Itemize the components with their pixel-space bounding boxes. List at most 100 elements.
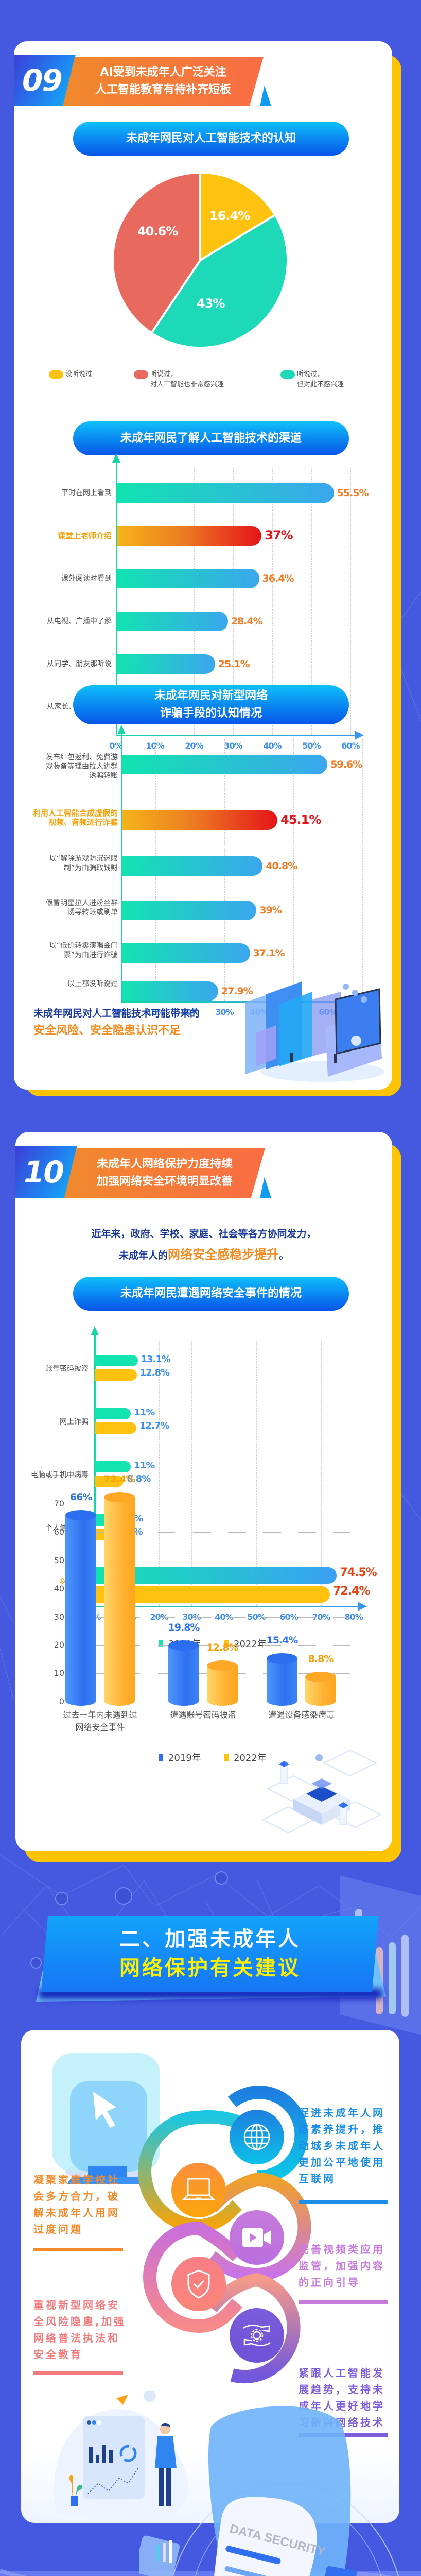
fraud-title-line2: 诈骗手段的认知情况 xyxy=(160,707,262,720)
bar xyxy=(122,755,328,774)
pie-slice-interested xyxy=(112,171,201,334)
y-axis xyxy=(116,463,117,735)
monitor-cursor-illustration xyxy=(52,2053,160,2184)
x-tick-label: 60% xyxy=(341,741,360,751)
category-label: 遭遇账号密码被盗 xyxy=(155,1709,251,1721)
intro-suffix: 。 xyxy=(279,1250,289,1261)
bar-value: 40.8% xyxy=(266,860,297,872)
x-tick-label: 0% xyxy=(109,741,122,751)
recommendation-2: 凝聚家庭学校社 会多方合力，破 解未成年人用网 过度问题 xyxy=(33,2174,120,2235)
x-tick-label: 30% xyxy=(215,1007,234,1017)
fraud-chart-title: 未成年网民对新型网络 诈骗手段的认知情况 xyxy=(73,685,349,724)
legend-label: 2019年 xyxy=(168,1753,201,1764)
value-2021: 11% xyxy=(134,1407,155,1418)
y-axis-arrow-icon xyxy=(91,1326,99,1335)
part2-heading-line2: 网络保护有关建议 xyxy=(119,1956,301,1980)
laptop-icon xyxy=(171,2163,226,2217)
value-2021: 13.1% xyxy=(141,1354,171,1365)
x-tick-label: 70% xyxy=(312,1612,330,1622)
grid-line xyxy=(256,1341,257,1606)
pie-chart-title: 未成年网民对人工智能技术的认知 xyxy=(73,122,349,156)
legend-label: 听说过， xyxy=(297,370,324,378)
channels-title-text: 未成年网民了解人工智能技术的渠道 xyxy=(120,432,302,445)
section-10-card: 10 未成年人网络保护力度持续 加强网络安全环境明显改善 近年来，政府、学校、家… xyxy=(15,1132,392,1851)
legend-item-2019: 2019年 xyxy=(159,1751,201,1764)
bar xyxy=(122,943,250,963)
bar-value: 37% xyxy=(265,528,293,543)
recommendation-1-underline xyxy=(299,2200,388,2204)
y-tick-label: 30 xyxy=(54,1612,64,1622)
bar-label-line: 制”为由骗取钱财 xyxy=(63,864,118,872)
bar-label: 从电视、广播中了解 xyxy=(47,617,112,625)
recommendation-2-underline xyxy=(33,2248,123,2251)
bar xyxy=(122,981,218,1001)
section-number-badge: 10 xyxy=(15,1146,77,1198)
y-tick-label: 50 xyxy=(54,1555,64,1565)
legend-swatch-yellow xyxy=(224,1640,229,1647)
pie-chart xyxy=(112,171,289,349)
part2-heading-banner: 二、加强未成年人 网络保护有关建议 xyxy=(41,1916,379,1992)
globe-icon xyxy=(230,2110,284,2164)
section-title-line1: 未成年人网络保护力度持续 xyxy=(96,1158,233,1171)
bar-label: 发布红包返利、免费游 戏装备等理由拉人进群 诱骗转账 xyxy=(18,753,118,781)
recommendation-3-underline xyxy=(299,2300,388,2304)
pie-title-text: 未成年网民对人工智能技术的认知 xyxy=(126,132,296,145)
bar-value: 25.1% xyxy=(218,658,250,670)
bar-value: 28.4% xyxy=(231,616,263,627)
cylinder-bar-v2019 xyxy=(168,1646,199,1706)
bar xyxy=(122,856,263,876)
category-label-line: 网络安全事件 xyxy=(75,1722,125,1732)
grid-line xyxy=(67,1617,350,1618)
bar-label: 以“低价转卖演唱会门 票”为由进行诈骗 xyxy=(18,941,118,960)
conclusion-line2: 安全风险、安全隐患认识不足 xyxy=(33,1024,181,1037)
grid-line xyxy=(350,468,351,735)
cylinder-top xyxy=(168,1640,199,1651)
bar-label: 假冒明星拉人进粉丝群 诱导转账或刷单 xyxy=(18,899,118,917)
pie-slice-not-interested xyxy=(150,213,289,349)
recommendation-5: 紧跟人工智能发 展趋势，支持未 成年人更好地学 习新兴网络技术 xyxy=(299,2367,385,2429)
x-tick-label: 20% xyxy=(181,1007,199,1017)
bar-label-line: 假冒明星拉人进粉丝群 xyxy=(46,899,118,907)
shield-check-icon xyxy=(171,2257,226,2311)
legend-swatch-yellow xyxy=(49,370,63,379)
y-axis-arrow-icon xyxy=(117,725,126,734)
section-number-badge: 09 xyxy=(14,55,76,106)
bar xyxy=(117,483,334,503)
bar xyxy=(117,569,259,588)
recommendation-4-underline xyxy=(33,2371,123,2375)
banner-fold xyxy=(260,86,271,106)
bar-label-line: 诱骗转账 xyxy=(89,772,118,780)
y-tick-label: 40 xyxy=(54,1583,64,1594)
grid-line xyxy=(272,468,273,735)
group-label: 账号密码被盗 xyxy=(45,1365,89,1373)
value-2022: 72.4% xyxy=(333,1585,370,1598)
intro-line1: 近年来，政府、学校、家庭、社会等各方协同发力， xyxy=(91,1228,317,1240)
bar-label-line: 票”为由进行诈骗 xyxy=(63,951,118,959)
x-tick-label: 30% xyxy=(224,741,242,751)
value-2021: 74.5% xyxy=(340,1566,377,1579)
bar xyxy=(117,526,262,546)
x-axis xyxy=(94,1606,359,1607)
intro-text: 近年来，政府、学校、家庭、社会等各方协同发力， 未成年人的网络安全感稳步提升。 xyxy=(15,1224,392,1266)
x-tick-label: 50% xyxy=(302,741,321,751)
section-title-banner: AI受到未成年人广泛关注 人工智能教育有待补齐短板 xyxy=(63,57,264,106)
value-2022: 12.8% xyxy=(139,1367,170,1378)
category-label-line: 过去一年内未遇到过 xyxy=(63,1710,137,1720)
x-axis xyxy=(116,735,356,736)
cylinder-value: 72.4% xyxy=(103,1473,136,1485)
video-camera-icon xyxy=(230,2210,284,2265)
cylinder-bar-v2022 xyxy=(104,1497,135,1706)
ai-screens-illustration xyxy=(245,981,384,1082)
x-tick-label: 20% xyxy=(185,741,203,751)
legend-label: 但对此不感兴趣 xyxy=(297,381,344,388)
s-curve-path xyxy=(138,2086,311,2384)
cylinder-value: 15.4% xyxy=(266,1634,299,1646)
grid-line xyxy=(362,739,363,1001)
data-security-illustration: DATA SECURITY xyxy=(139,2406,399,2576)
presenter-illustration xyxy=(54,2391,189,2519)
y-axis-arrow-icon xyxy=(112,453,120,463)
bar-value: 27.9% xyxy=(221,986,253,997)
recommendation-3: 完善视频类应用 监管，加强内容 的正向引导 xyxy=(299,2243,385,2289)
bar-value: 36.4% xyxy=(262,573,294,584)
